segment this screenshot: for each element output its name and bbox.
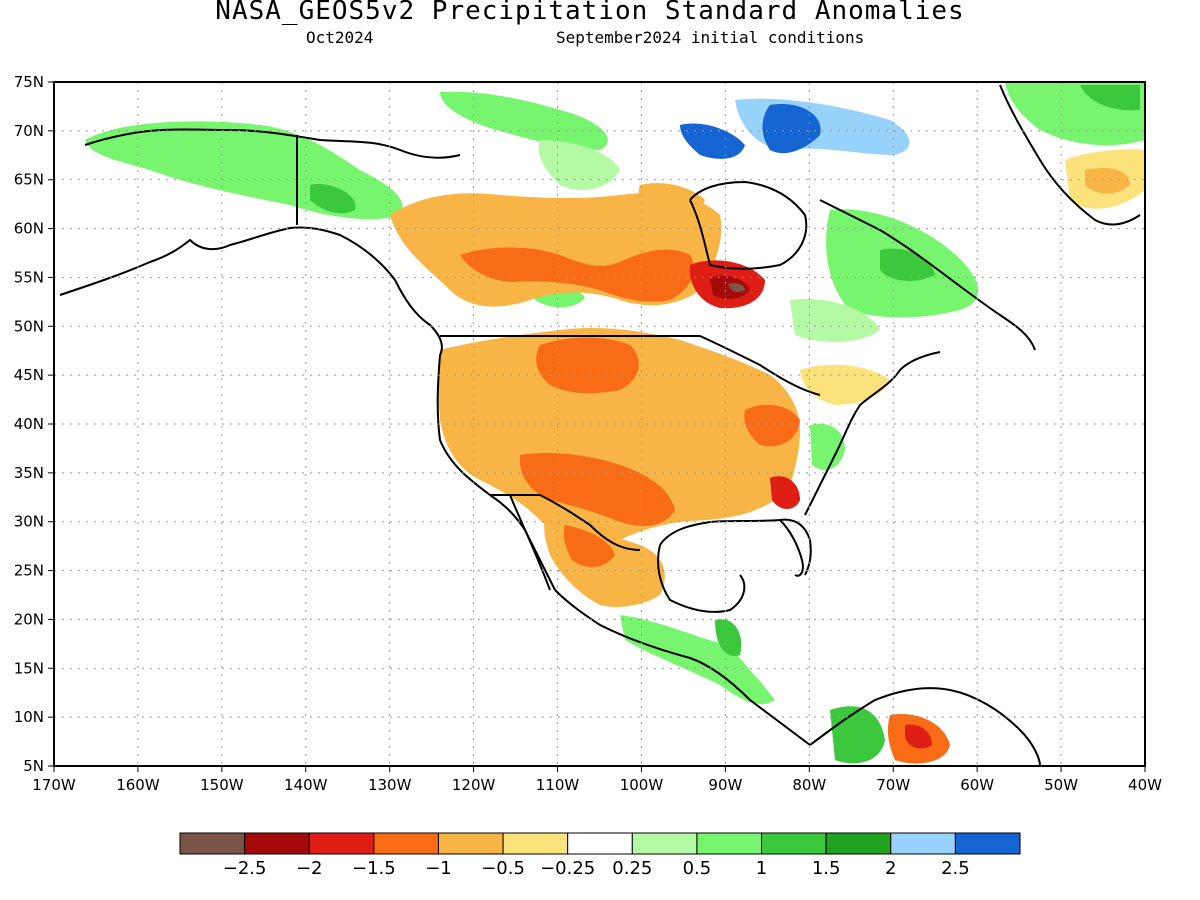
- colorbar-label: −1.5: [352, 858, 396, 879]
- colorbar-swatch: [179, 832, 246, 855]
- lon-label: 100W: [620, 776, 664, 794]
- hudson-bay: [689, 180, 808, 270]
- colorbar-label: 1: [756, 858, 767, 879]
- coastlines: [59, 84, 1141, 766]
- baffin-very-wet: [680, 123, 745, 159]
- colorbar-label: −2.5: [223, 858, 267, 879]
- anomaly-fields: [85, 82, 1145, 764]
- colorbar-label: −0.25: [540, 858, 595, 879]
- colorbar-swatch: [954, 832, 1021, 855]
- lon-label: 140W: [284, 776, 328, 794]
- east-coast: [804, 351, 941, 516]
- mid-atlantic-wet: [810, 423, 845, 470]
- colorbar-label: −1: [425, 858, 452, 879]
- colorbar-swatch: [308, 832, 375, 855]
- lat-label: 65N: [14, 171, 44, 189]
- colorbar-swatch: [437, 832, 504, 855]
- arctic-islands-wet: [440, 91, 608, 150]
- colorbar-swatch: [890, 832, 956, 855]
- lon-label: 80W: [792, 776, 826, 794]
- lat-label: 5N: [23, 757, 44, 775]
- lon-label: 110W: [536, 776, 580, 794]
- lat-label: 40N: [14, 415, 44, 433]
- venezuela-strong-dry: [905, 724, 932, 749]
- lon-label: 160W: [116, 776, 160, 794]
- lon-label: 70W: [876, 776, 910, 794]
- labrador-coast: [819, 199, 1036, 351]
- lon-label: 60W: [960, 776, 994, 794]
- yucatan: [657, 544, 746, 613]
- florida: [779, 519, 804, 577]
- lat-label: 35N: [14, 464, 44, 482]
- lat-label: 25N: [14, 562, 44, 580]
- lat-label: 30N: [14, 513, 44, 531]
- lon-label: 90W: [708, 776, 742, 794]
- great-plains-moderate-dry: [536, 337, 639, 394]
- colorbar-label: 2.5: [941, 858, 970, 879]
- forecast-month: Oct2024: [306, 28, 374, 47]
- ontario-max-dry: [728, 282, 745, 292]
- colorbar-swatch: [502, 832, 569, 855]
- graticule: [54, 82, 1145, 766]
- colorbar-label: −0.5: [481, 858, 525, 879]
- lat-label: 45N: [14, 366, 44, 384]
- lon-label: 130W: [368, 776, 412, 794]
- lat-label: 75N: [14, 73, 44, 91]
- lat-label: 70N: [14, 122, 44, 140]
- baja-california: [509, 494, 551, 591]
- lat-label: 20N: [14, 610, 44, 628]
- lon-label: 150W: [200, 776, 244, 794]
- alaska-north-coast: [84, 128, 461, 159]
- colorbar-label: −2: [296, 858, 323, 879]
- lon-label: 50W: [1044, 776, 1078, 794]
- southwest-moderate-dry: [519, 453, 675, 526]
- hudson-west-dry: [638, 183, 705, 217]
- colorbar-swatch: [696, 832, 763, 855]
- colorbar-label: 1.5: [812, 858, 841, 879]
- lat-label: 60N: [14, 220, 44, 238]
- central-america-wet-core: [715, 619, 742, 656]
- initial-conditions: September2024 initial conditions: [556, 28, 865, 47]
- western-canada-moderate-dry: [460, 247, 694, 302]
- colorbar-swatch: [761, 832, 827, 855]
- colorbar-label: 0.5: [683, 858, 712, 879]
- lon-label: 40W: [1128, 776, 1162, 794]
- greenland-dry-core: [1085, 168, 1130, 194]
- greenland-wet-core: [1080, 85, 1140, 111]
- colorbar-swatch: [567, 832, 633, 855]
- colorbar-swatch: [244, 832, 310, 855]
- midwest-moderate-dry: [744, 404, 800, 447]
- colorbar-swatch: [825, 832, 892, 855]
- us-canada-border: [440, 335, 821, 396]
- alaska-wet-core: [310, 184, 356, 214]
- lat-label: 15N: [14, 659, 44, 677]
- alaska-coast: [59, 226, 443, 356]
- mexico-pacific-coast: [554, 589, 811, 746]
- conus-dry: [438, 328, 800, 544]
- quebec-east-wet: [790, 299, 880, 342]
- south-america-coast: [809, 687, 1041, 766]
- us-mexico-border: [490, 494, 641, 551]
- lat-label: 10N: [14, 708, 44, 726]
- map-title: NASA_GEOS5v2 Precipitation Standard Anom…: [215, 0, 965, 26]
- lat-label: 50N: [14, 317, 44, 335]
- colorbar: −2.5 −2 −1.5 −1 −0.5 −0.25 0.25 0.5 1 1.5 2 2.5: [179, 832, 1021, 879]
- axes: 170W 160W 150W 140W 130W 120W 110W 100W 90W 80W 70…: [14, 73, 1162, 794]
- lon-label: 120W: [452, 776, 496, 794]
- hudson-north-wet: [538, 140, 620, 190]
- mexico-moderate-dry: [563, 525, 615, 567]
- central-america-wet: [620, 615, 775, 705]
- colorbar-swatch: [631, 832, 698, 855]
- arctic-very-wet-core: [762, 104, 821, 154]
- gulf-coast: [659, 518, 812, 576]
- southeast-strong-dry: [770, 476, 800, 509]
- colorbar-label: 0.25: [612, 858, 652, 879]
- lat-label: 55N: [14, 268, 44, 286]
- lon-label: 170W: [32, 776, 76, 794]
- colorbar-label: 2: [885, 858, 896, 879]
- greenland-coast: [999, 84, 1141, 226]
- colorbar-swatch: [373, 832, 439, 855]
